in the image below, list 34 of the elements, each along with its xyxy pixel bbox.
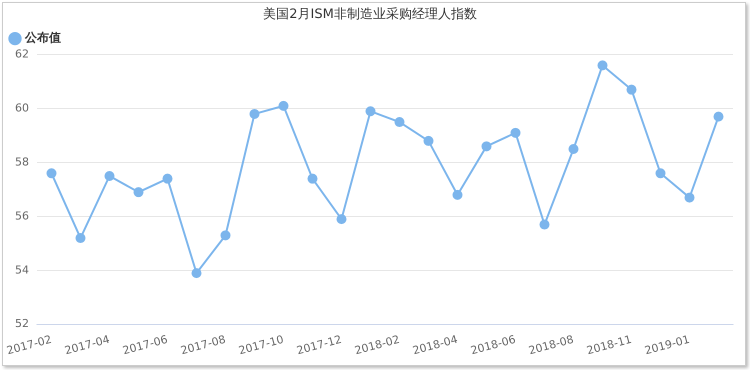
chart-title: 美国2月ISM非制造业采购经理人指数 [263, 6, 477, 22]
point [250, 108, 260, 119]
point [714, 112, 724, 122]
point [308, 174, 318, 184]
point [540, 220, 550, 230]
x-tick-label: 2019-01 [643, 332, 692, 358]
point [510, 128, 520, 138]
point [684, 192, 694, 203]
point [76, 233, 86, 244]
point [626, 84, 636, 95]
point [46, 168, 56, 178]
point [656, 168, 666, 178]
y-tick-label: 52 [14, 317, 29, 330]
point [220, 230, 230, 240]
point [394, 117, 404, 128]
point [162, 174, 172, 184]
point [336, 214, 346, 224]
y-tick-label: 58 [14, 155, 29, 168]
y-tick-label: 60 [14, 101, 29, 114]
point [134, 187, 144, 198]
point [192, 268, 202, 278]
point [482, 141, 492, 152]
legend-label: 公布值 [24, 30, 61, 45]
point [278, 100, 288, 111]
point [424, 136, 434, 146]
x-tick-label: 2018-11 [585, 332, 634, 358]
point [568, 144, 578, 154]
point [366, 106, 376, 116]
y-tick-label: 62 [14, 47, 29, 60]
y-tick-label: 54 [14, 263, 29, 276]
y-tick-label: 56 [14, 209, 29, 222]
point [598, 60, 608, 70]
point [104, 170, 114, 181]
point [452, 190, 462, 200]
